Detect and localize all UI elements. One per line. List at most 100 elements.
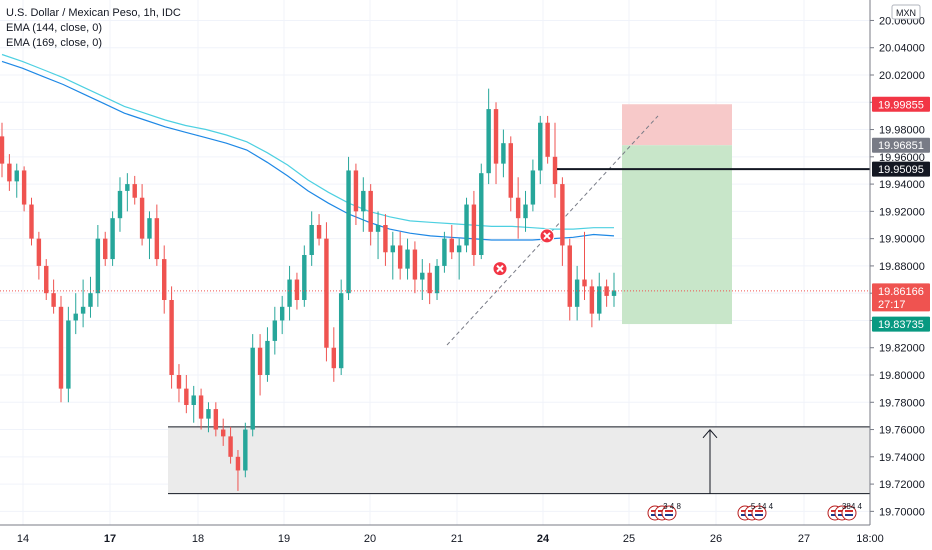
candle-body	[88, 293, 93, 307]
candle-body	[103, 238, 108, 260]
candle-body	[176, 375, 182, 389]
time-tick-label: 17	[104, 533, 116, 545]
ema-169-line	[1, 60, 615, 241]
candle-body	[405, 249, 410, 269]
flag-stripe	[755, 510, 763, 512]
candle-body	[117, 190, 123, 219]
candle-body	[14, 170, 19, 182]
candle-body	[184, 388, 189, 405]
trend-line[interactable]	[446, 115, 659, 346]
candle-body	[235, 456, 241, 471]
price-badge-label: 19.83735	[878, 319, 924, 331]
time-tick-label: 25	[623, 533, 635, 545]
candle-body	[397, 245, 403, 269]
price-badge-bg	[872, 96, 930, 112]
candle-body	[456, 245, 462, 253]
candle-body	[346, 170, 351, 294]
ema-144-legend[interactable]: EMA (144, close, 0)	[6, 22, 102, 34]
price-tick-label: 20.02000	[879, 70, 925, 82]
up-arrow-annotation[interactable]	[702, 429, 718, 494]
candle-body	[44, 265, 49, 294]
candle-body	[353, 170, 359, 212]
candle-body	[169, 300, 174, 375]
candle-body	[420, 272, 425, 280]
price-tick-label: 19.78000	[879, 397, 925, 409]
candle-body	[132, 184, 137, 198]
currency-badge-box	[891, 4, 921, 20]
close-marker-cross	[496, 264, 504, 273]
price-badge-bg	[872, 283, 930, 312]
candle-body	[390, 245, 396, 253]
time-tick-label: 27	[798, 533, 810, 545]
candle-body	[523, 204, 528, 219]
candle-body	[265, 340, 270, 375]
time-tick-label: 20	[364, 533, 376, 545]
candle-body	[287, 279, 292, 307]
flag-stripe	[665, 514, 673, 516]
support-zone[interactable]	[168, 426, 870, 494]
candle-body	[213, 409, 219, 430]
candle-body	[501, 143, 506, 164]
ema-144-line	[1, 53, 614, 230]
candle-body	[162, 259, 167, 300]
price-tick-label: 19.90000	[879, 234, 925, 246]
candle-body	[361, 190, 366, 212]
flag-circle	[751, 505, 767, 521]
price-tick-label: 19.82000	[879, 343, 925, 355]
candle-body	[375, 225, 381, 232]
time-axis[interactable]: 14 17 18 19 20 21 24 25 26 27 18:00	[17, 533, 884, 545]
candle-body	[471, 204, 477, 255]
ema-169-legend[interactable]: EMA (169, close, 0)	[6, 37, 102, 49]
candle-body	[324, 238, 329, 348]
time-tick-label: 18	[192, 533, 204, 545]
candle-body	[191, 395, 196, 405]
event-flag-icon: 3 4 8	[647, 502, 681, 521]
candle-body	[412, 249, 418, 280]
candle-body	[515, 197, 521, 219]
countdown-label: 27:17	[878, 299, 906, 311]
close-marker-cross	[543, 232, 551, 240]
time-tick-label: 26	[710, 533, 722, 545]
candle-body	[29, 204, 34, 239]
candle-body	[316, 225, 322, 239]
candle-body	[198, 395, 204, 419]
candle-body	[272, 320, 278, 341]
candle-body	[582, 279, 587, 287]
candle-body	[110, 218, 115, 260]
flag-stripe	[845, 510, 853, 512]
candle-body	[338, 293, 344, 369]
price-badge-label: 19.95095	[878, 164, 924, 176]
candle-body	[538, 122, 543, 171]
time-tick-label: 21	[451, 533, 463, 545]
price-axis[interactable]: 19.70000 19.72000 19.74000 19.76000 19.78000…	[870, 15, 925, 518]
candle-body	[331, 347, 337, 369]
candle-body	[243, 429, 248, 471]
flag-circle	[661, 505, 677, 521]
price-tick-label: 19.94000	[879, 179, 925, 191]
candle-body	[147, 218, 152, 239]
signal-markers	[492, 228, 555, 277]
candle-body	[250, 347, 255, 430]
time-tick-label: 14	[17, 533, 29, 545]
candle-body	[21, 170, 27, 205]
candle-body	[479, 173, 484, 255]
candle-body	[493, 109, 499, 164]
take-profit-zone[interactable]	[622, 145, 732, 325]
symbol-title[interactable]: U.S. Dollar / Mexican Peso, 1h, IDC	[6, 7, 181, 19]
candle-body	[220, 429, 226, 437]
price-badge-label: 19.99855	[878, 99, 924, 111]
price-badge-bg	[872, 137, 930, 153]
flag-stripe	[755, 514, 763, 516]
candle-body	[530, 170, 536, 205]
candle-body	[486, 109, 491, 174]
candle-body	[206, 409, 211, 419]
candle-body	[560, 184, 565, 246]
candle-body	[66, 320, 71, 389]
stop-loss-zone[interactable]	[622, 104, 732, 146]
price-tick-label: 19.74000	[879, 452, 925, 464]
candle-body	[139, 197, 145, 239]
currency-badge[interactable]: MXN	[891, 4, 921, 20]
price-badge-bg	[872, 161, 930, 177]
candle-body	[73, 313, 78, 321]
